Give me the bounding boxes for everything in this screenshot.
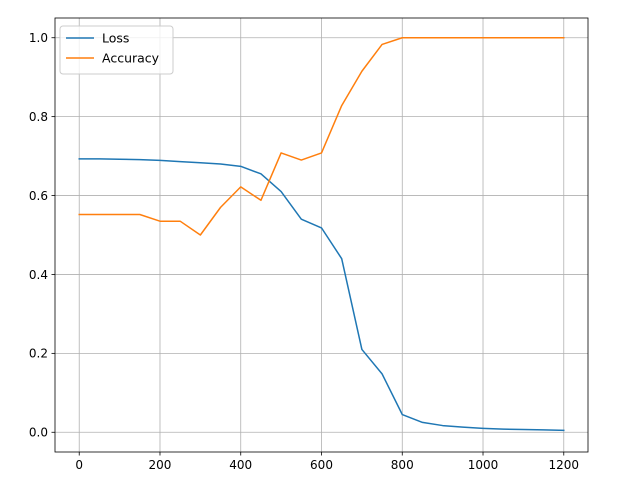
x-tick-label: 800	[391, 458, 414, 472]
grid	[55, 18, 588, 452]
y-tick-label: 0.6	[29, 189, 48, 203]
x-tick-label: 600	[310, 458, 333, 472]
series-lines	[78, 36, 565, 432]
x-tick-label: 0	[75, 458, 83, 472]
legend: Loss Accuracy	[59, 25, 174, 75]
x-tick-label: 1000	[468, 458, 499, 472]
x-tick-label: 400	[229, 458, 252, 472]
x-tick-label: 1200	[548, 458, 579, 472]
y-tick-label: 0.0	[29, 426, 48, 440]
x-tick-label: 200	[149, 458, 172, 472]
y-tick-label: 1.0	[29, 31, 48, 45]
y-tick-label: 0.8	[29, 110, 48, 124]
series-line-accuracy	[78, 36, 565, 236]
y-tick-label: 0.2	[29, 347, 48, 361]
axis-ticks: 0 200 400 600 800 1000 1200 0.0 0.2 0.4 0.6 0.8 1.0	[29, 31, 579, 472]
legend-label-loss: Loss	[102, 31, 129, 46]
y-tick-label: 0.4	[29, 268, 48, 282]
legend-label-accuracy: Accuracy	[102, 51, 160, 66]
series-line-loss	[78, 158, 565, 432]
